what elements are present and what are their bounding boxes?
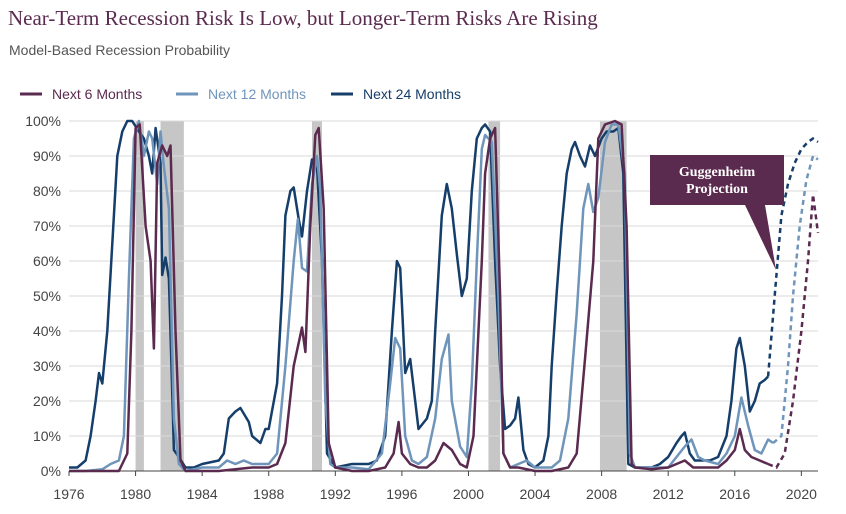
annotation-callout: Guggenheim Projection [650, 155, 784, 270]
y-tick-label: 100% [25, 113, 61, 129]
y-axis-ticks: 0% 10% 20% 30% 40% 50% 60% 70% 80% 90% 100% [25, 113, 61, 479]
y-tick-label: 10% [33, 428, 61, 444]
callout-text: Guggenheim [679, 165, 756, 180]
y-tick-label: 0% [41, 463, 61, 479]
y-tick-label: 90% [33, 148, 61, 164]
legend-label: Next 12 Months [208, 86, 306, 102]
x-tick-label: 2016 [719, 486, 750, 502]
y-tick-label: 20% [33, 393, 61, 409]
series-projection-next-12-months [772, 153, 819, 444]
x-axis-ticks: 1976 1980 1984 1988 1992 1996 2000 2004 2008 2012… [53, 471, 817, 502]
page-title: Near-Term Recession Risk Is Low, but Lon… [8, 6, 598, 30]
x-tick-label: 1988 [253, 486, 284, 502]
legend-label: Next 24 Months [363, 86, 461, 102]
x-tick-label: 1976 [53, 486, 84, 502]
callout-text: Projection [686, 182, 748, 197]
y-tick-label: 50% [33, 288, 61, 304]
x-tick-label: 1984 [187, 486, 218, 502]
x-tick-label: 1996 [386, 486, 417, 502]
series-projection-next-24-months [766, 136, 819, 377]
y-tick-label: 60% [33, 253, 61, 269]
callout-box [650, 155, 784, 270]
legend: Next 6 Months Next 12 Months Next 24 Month… [20, 86, 461, 102]
series-projection-next-6-months [767, 194, 820, 470]
x-tick-label: 2000 [453, 486, 484, 502]
page-subtitle: Model-Based Recession Probability [9, 42, 230, 58]
x-tick-label: 2012 [653, 486, 684, 502]
y-tick-label: 40% [33, 323, 61, 339]
series-line-next-6-months [69, 119, 769, 473]
x-tick-label: 2020 [786, 486, 817, 502]
y-tick-label: 70% [33, 218, 61, 234]
y-tick-label: 30% [33, 358, 61, 374]
x-tick-label: 1980 [120, 486, 151, 502]
series-lines [69, 119, 820, 473]
x-tick-label: 2004 [519, 486, 550, 502]
x-tick-label: 1992 [320, 486, 351, 502]
legend-label: Next 6 Months [52, 86, 142, 102]
y-tick-label: 80% [33, 183, 61, 199]
x-tick-label: 2008 [586, 486, 617, 502]
